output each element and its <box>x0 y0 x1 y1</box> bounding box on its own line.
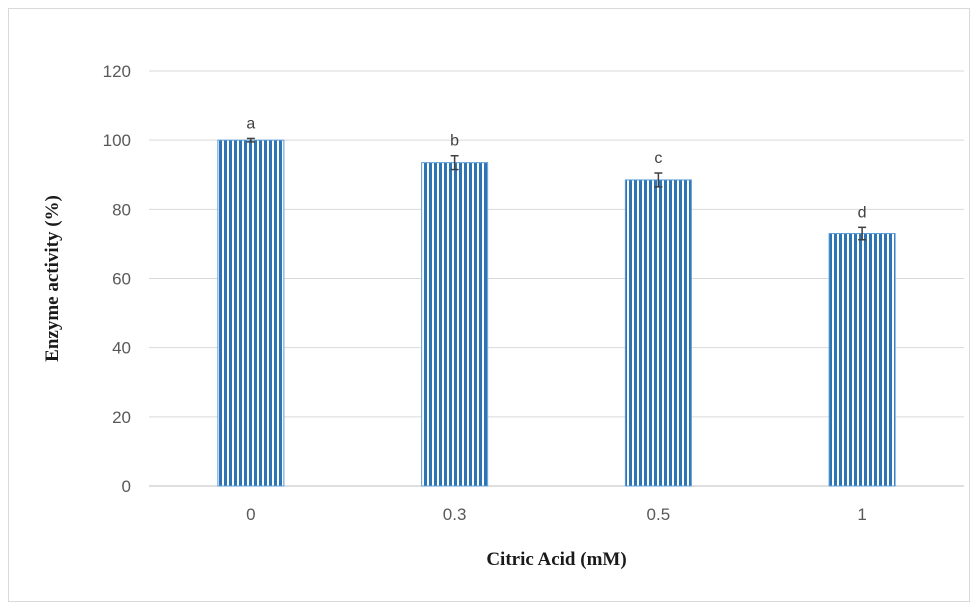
y-axis-ticks: 0 20 40 60 80 100 120 <box>103 62 131 496</box>
y-tick-label: 60 <box>112 270 131 289</box>
x-tick-label: 0.3 <box>443 505 467 524</box>
bar-chart: 0 20 40 60 80 100 120 a b c d 0 0.3 0.5 1 Citric Aci… <box>42 62 964 570</box>
x-axis-title: Citric Acid (mM) <box>486 549 626 570</box>
x-axis-ticks: 0 0.3 0.5 1 <box>246 505 867 524</box>
y-tick-label: 0 <box>122 477 131 496</box>
x-tick-label: 0.5 <box>647 505 671 524</box>
bar <box>421 162 489 487</box>
x-tick-label: 0 <box>246 505 255 524</box>
bars: a b c d <box>217 115 896 487</box>
bar <box>828 233 896 487</box>
y-tick-label: 40 <box>112 339 131 358</box>
significance-label: d <box>858 204 867 221</box>
significance-label: a <box>246 115 255 132</box>
chart-frame: 0 20 40 60 80 100 120 a b c d 0 0.3 0.5 1 Citric Aci… <box>8 8 970 602</box>
bar <box>217 139 285 487</box>
y-tick-label: 20 <box>112 408 131 427</box>
y-tick-label: 100 <box>103 131 131 150</box>
y-tick-label: 80 <box>112 200 131 219</box>
significance-label: c <box>654 150 662 167</box>
y-axis-title: Enzyme activity (%) <box>42 195 63 362</box>
significance-label: b <box>450 133 459 150</box>
gridlines <box>149 70 964 487</box>
y-tick-label: 120 <box>103 62 131 81</box>
x-tick-label: 1 <box>857 505 866 524</box>
bar <box>624 179 692 487</box>
